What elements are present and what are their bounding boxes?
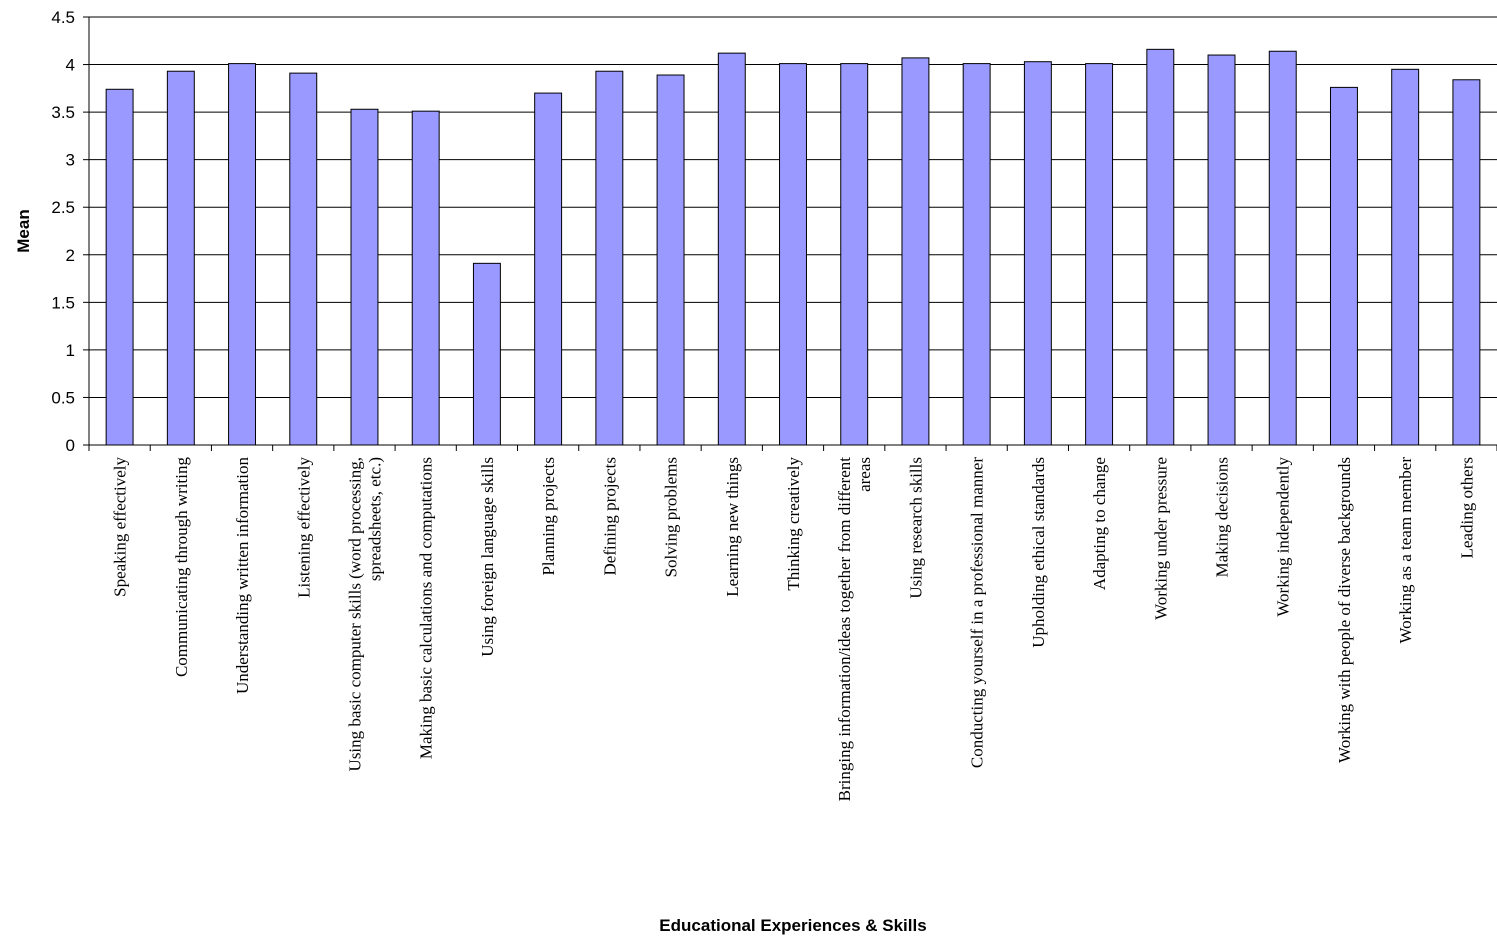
- bar: [1268, 50, 1297, 446]
- y-tick-label: 4: [66, 56, 75, 75]
- x-category-label: Using foreign language skills: [478, 457, 497, 657]
- y-axis-title: Mean: [14, 209, 33, 252]
- x-category-label: Learning new things: [723, 457, 742, 597]
- x-category-label: Defining projects: [600, 457, 619, 576]
- y-tick-label: 4.5: [51, 8, 75, 27]
- axes: [83, 16, 1497, 451]
- x-category-label: Working independently: [1274, 457, 1293, 617]
- x-category-label: areas: [855, 457, 874, 492]
- bar: [656, 74, 685, 446]
- bar: [350, 108, 379, 446]
- x-category-label: Leading others: [1457, 457, 1476, 559]
- bar: [1329, 86, 1358, 446]
- bar: [1452, 79, 1481, 446]
- bar: [166, 70, 195, 446]
- y-tick-labels: 0 0.5 1 1.5 2 2.5 3 3.5 4 4.5: [51, 8, 75, 455]
- bar: [105, 88, 134, 446]
- x-category-label: Bringing information/ideas together from…: [835, 457, 854, 802]
- x-category-labels: Speaking effectively Communicating throug…: [111, 457, 1477, 802]
- x-category-label: Working as a team member: [1396, 457, 1415, 644]
- x-category-label: Conducting yourself in a professional ma…: [968, 457, 987, 768]
- x-category-label: Solving problems: [662, 457, 681, 577]
- x-category-label: Adapting to change: [1090, 457, 1109, 590]
- bar: [1023, 61, 1052, 446]
- x-category-label: Communicating through writing: [172, 457, 191, 678]
- y-tick-label: 2.5: [51, 198, 75, 217]
- bar: [1391, 68, 1420, 446]
- x-category-label: Upholding ethical standards: [1029, 457, 1048, 648]
- y-tick-label: 3: [66, 151, 75, 170]
- x-category-label: Using research skills: [906, 457, 925, 599]
- x-category-label: Making basic calculations and computatio…: [417, 457, 436, 759]
- bar: [228, 63, 257, 446]
- x-category-label: Speaking effectively: [111, 457, 130, 597]
- y-tick-label: 0: [66, 436, 75, 455]
- x-category-label: Using basic computer skills (word proces…: [345, 457, 364, 771]
- bar: [472, 262, 501, 446]
- bar: [840, 63, 869, 446]
- x-category-label: Planning projects: [539, 457, 558, 576]
- x-category-label: Understanding written information: [233, 457, 252, 695]
- x-category-label: spreadsheets, etc.): [365, 457, 384, 581]
- bar: [411, 110, 440, 446]
- bar: [1207, 54, 1236, 446]
- y-tick-label: 3.5: [51, 103, 75, 122]
- bar: [779, 63, 807, 446]
- bars: [105, 48, 1481, 446]
- x-category-label: Making decisions: [1213, 457, 1232, 577]
- bar: [901, 57, 930, 446]
- x-category-label: Listening effectively: [294, 457, 313, 598]
- x-category-label: Thinking creatively: [784, 457, 803, 591]
- x-axis-title: Educational Experiences & Skills: [659, 916, 926, 935]
- bar: [1085, 63, 1114, 446]
- bar: [962, 63, 991, 446]
- y-tick-label: 1.5: [51, 293, 75, 312]
- y-tick-label: 1: [66, 341, 75, 360]
- x-category-label: Working under pressure: [1151, 457, 1170, 620]
- bar: [289, 72, 318, 446]
- bar: [717, 52, 746, 446]
- y-tick-label: 0.5: [51, 388, 75, 407]
- y-tick-label: 2: [66, 246, 75, 265]
- bar: [1146, 48, 1175, 446]
- bar: [595, 70, 624, 446]
- x-category-label: Working with people of diverse backgroun…: [1335, 457, 1354, 763]
- bar: [534, 92, 563, 446]
